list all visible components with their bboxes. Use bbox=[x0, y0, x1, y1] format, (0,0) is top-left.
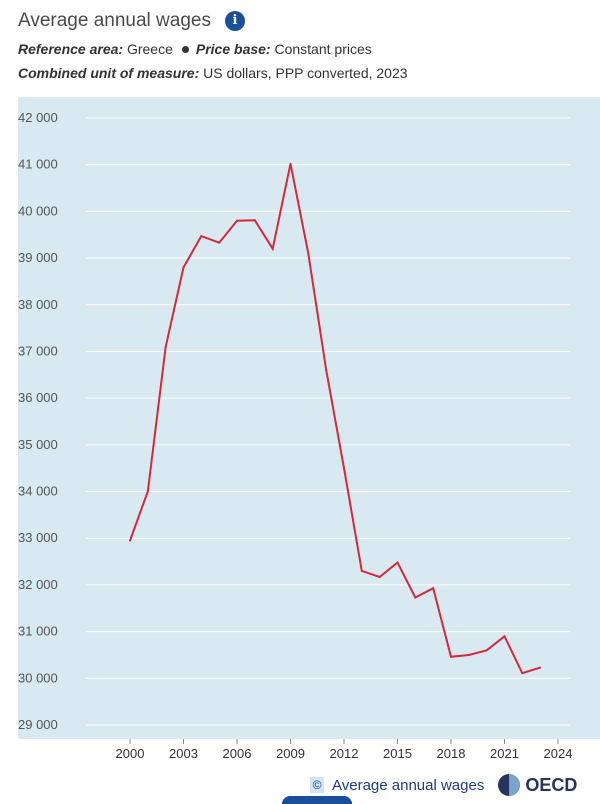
y-tick-label: 34 000 bbox=[18, 484, 58, 499]
reference-label: Reference area: bbox=[18, 41, 124, 57]
chart-title: Average annual wages bbox=[18, 10, 211, 31]
y-tick-label: 31 000 bbox=[18, 624, 58, 639]
unit-line: Combined unit of measure: US dollars, PP… bbox=[18, 65, 408, 81]
data-point bbox=[129, 539, 131, 542]
plot-area bbox=[18, 97, 600, 739]
y-tick-label: 29 000 bbox=[18, 717, 58, 732]
data-point bbox=[164, 345, 167, 348]
footer-link[interactable]: Average annual wages bbox=[332, 776, 485, 794]
data-point bbox=[521, 672, 524, 675]
reference-value: Greece bbox=[126, 41, 173, 57]
info-icon[interactable]: i bbox=[224, 11, 245, 31]
footer: © Average annual wages OECD bbox=[310, 774, 577, 796]
data-point bbox=[325, 369, 328, 372]
data-point bbox=[503, 635, 506, 638]
data-point bbox=[360, 569, 363, 572]
copyright-icon[interactable]: © bbox=[310, 777, 324, 793]
line-chart: 29 000 30 000 31 000 32 000 33 000 34 000 35 0… bbox=[18, 97, 600, 761]
y-tick-label: 36 000 bbox=[18, 390, 58, 405]
x-tick-label: 2006 bbox=[223, 746, 252, 761]
data-point bbox=[450, 655, 452, 658]
oecd-logo-text: OECD bbox=[525, 774, 578, 795]
oecd-logo[interactable]: OECD bbox=[498, 774, 577, 796]
data-point bbox=[218, 241, 221, 244]
y-tick-label: 38 000 bbox=[18, 297, 58, 312]
x-tick-label: 2009 bbox=[276, 746, 305, 761]
chart-title-row: Average annual wages i bbox=[18, 10, 245, 32]
data-point bbox=[414, 596, 417, 599]
x-tick-label: 2024 bbox=[544, 746, 573, 761]
x-tick-label: 2003 bbox=[169, 746, 198, 761]
y-tick-label: 41 000 bbox=[18, 157, 58, 172]
x-tick-label: 2012 bbox=[330, 746, 359, 761]
data-point bbox=[182, 266, 185, 269]
x-tick-label: 2015 bbox=[383, 746, 412, 761]
bottom-tab-handle[interactable] bbox=[282, 796, 352, 804]
y-tick-label: 40 000 bbox=[18, 203, 58, 218]
data-point bbox=[146, 490, 149, 493]
data-point bbox=[343, 467, 345, 470]
data-point bbox=[289, 162, 292, 165]
price-value: Constant prices bbox=[274, 41, 372, 57]
data-point bbox=[253, 219, 256, 222]
y-tick-label: 42 000 bbox=[18, 110, 58, 125]
y-tick-label: 32 000 bbox=[18, 577, 58, 592]
unit-label: Combined unit of measure: bbox=[18, 65, 200, 81]
y-tick-label: 33 000 bbox=[18, 530, 58, 545]
data-point bbox=[378, 575, 381, 578]
data-point bbox=[236, 219, 238, 222]
y-tick-label: 37 000 bbox=[18, 343, 58, 358]
y-tick-label: 39 000 bbox=[18, 250, 58, 265]
x-tick-label: 2021 bbox=[490, 746, 519, 761]
series-line-greece bbox=[129, 163, 541, 675]
reference-line: Reference area: Greece Price base: Consta… bbox=[18, 41, 372, 57]
y-tick-label: 35 000 bbox=[18, 437, 58, 452]
data-point bbox=[271, 247, 274, 250]
data-point bbox=[432, 587, 435, 590]
price-label: Price base: bbox=[195, 41, 271, 57]
x-tick-label: 2018 bbox=[437, 746, 466, 761]
data-point bbox=[485, 649, 488, 652]
separator-dot bbox=[181, 45, 189, 53]
data-point bbox=[307, 252, 310, 255]
y-tick-label: 30 000 bbox=[18, 670, 58, 685]
data-point bbox=[467, 653, 470, 656]
unit-value: US dollars, PPP converted, 2023 bbox=[203, 65, 408, 81]
data-point bbox=[396, 561, 399, 564]
x-tick-label: 2000 bbox=[116, 746, 145, 761]
oecd-globe-icon bbox=[498, 774, 521, 796]
data-point bbox=[200, 235, 203, 238]
data-point bbox=[539, 666, 542, 669]
